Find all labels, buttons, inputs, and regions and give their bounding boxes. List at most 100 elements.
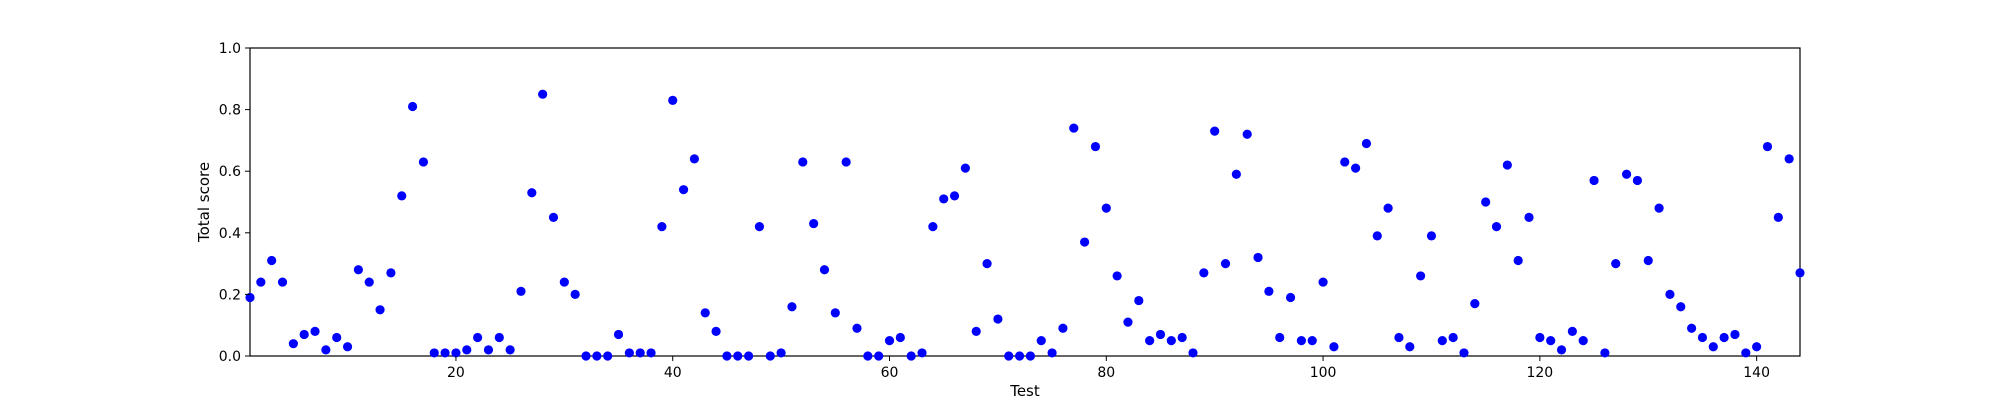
data-point: [386, 268, 396, 278]
data-point: [1481, 197, 1491, 207]
data-point: [353, 265, 363, 275]
y-tick-label: 0.0: [219, 349, 241, 365]
data-point: [1567, 326, 1577, 336]
data-point: [982, 259, 992, 269]
data-point: [1437, 336, 1447, 346]
data-point: [559, 277, 569, 287]
data-point: [1145, 336, 1155, 346]
data-point: [451, 348, 461, 358]
data-point: [267, 255, 277, 266]
data-point: [1101, 203, 1111, 213]
data-point: [1340, 157, 1350, 167]
data-point: [1069, 123, 1079, 133]
data-point: [418, 157, 429, 167]
data-point: [245, 292, 255, 303]
data-point: [917, 348, 927, 358]
data-point: [256, 277, 266, 287]
data-point: [1394, 332, 1404, 343]
y-tick-label: 0.8: [219, 103, 241, 119]
y-tick-label: 0.2: [219, 287, 241, 303]
x-tick-label: 140: [1743, 365, 1770, 381]
data-point: [603, 351, 613, 361]
x-tick-label: 120: [1526, 365, 1553, 381]
data-point: [874, 351, 884, 361]
data-point: [949, 191, 960, 201]
data-point: [277, 277, 288, 287]
data-point: [429, 348, 439, 358]
y-axis-label: Total score: [195, 162, 213, 243]
data-point: [299, 329, 309, 340]
data-point: [1578, 336, 1588, 346]
x-tick-label: 60: [881, 365, 899, 381]
data-point: [1123, 317, 1133, 327]
data-point: [960, 163, 970, 173]
data-point: [1784, 154, 1794, 164]
data-point: [1795, 268, 1805, 278]
data-point: [462, 345, 472, 355]
data-point: [494, 332, 504, 343]
data-point: [678, 185, 689, 195]
data-point: [1524, 212, 1534, 222]
data-points: [245, 89, 1805, 361]
data-point: [1762, 141, 1773, 152]
y-tick-label: 1.0: [219, 41, 241, 57]
data-point: [1502, 160, 1512, 170]
data-point: [364, 277, 374, 287]
data-point: [1687, 323, 1697, 333]
data-point: [342, 342, 353, 352]
data-point: [1047, 348, 1057, 358]
data-point: [1752, 342, 1762, 352]
data-point: [884, 336, 895, 346]
data-point: [473, 332, 483, 343]
data-point: [1600, 348, 1610, 358]
data-point: [1014, 351, 1025, 361]
data-point: [1632, 175, 1643, 186]
data-point: [548, 212, 559, 222]
data-point: [852, 323, 862, 333]
data-point: [1383, 203, 1393, 213]
data-point: [516, 286, 526, 296]
data-point: [689, 154, 700, 164]
data-point: [1188, 348, 1198, 358]
data-point: [407, 101, 418, 112]
data-point: [1231, 169, 1241, 179]
y-axis-ticks: 0.0 0.2 0.4 0.6 0.8 1.0: [219, 41, 250, 365]
data-point: [906, 351, 916, 361]
data-point: [1448, 332, 1458, 343]
data-point: [993, 314, 1003, 324]
data-point: [646, 348, 656, 358]
data-point: [1513, 255, 1523, 266]
data-point: [1134, 295, 1144, 306]
data-point: [700, 308, 710, 318]
x-tick-label: 40: [664, 365, 682, 381]
data-point: [928, 222, 938, 232]
x-tick-label: 100: [1310, 365, 1337, 381]
data-point: [332, 332, 342, 343]
data-point: [397, 191, 407, 201]
data-point: [895, 332, 905, 343]
data-point: [321, 345, 331, 355]
data-point: [1090, 141, 1101, 152]
data-point: [798, 157, 808, 167]
data-point: [505, 345, 515, 355]
data-point: [288, 339, 298, 349]
data-point: [1611, 259, 1621, 269]
data-point: [1773, 212, 1783, 222]
data-point: [440, 348, 450, 358]
data-point: [1470, 299, 1480, 309]
data-point: [1643, 255, 1653, 266]
data-point: [1621, 169, 1632, 179]
data-point: [1210, 126, 1220, 136]
data-point: [1416, 271, 1426, 281]
data-point: [1372, 231, 1382, 241]
data-point: [809, 218, 819, 229]
data-point: [1361, 138, 1372, 149]
x-tick-label: 80: [1097, 365, 1115, 381]
data-point: [1036, 336, 1046, 346]
data-point: [1676, 302, 1686, 312]
data-point: [624, 348, 634, 358]
data-point: [776, 348, 786, 358]
x-axis-label: Test: [1009, 382, 1040, 400]
data-point: [787, 302, 797, 312]
